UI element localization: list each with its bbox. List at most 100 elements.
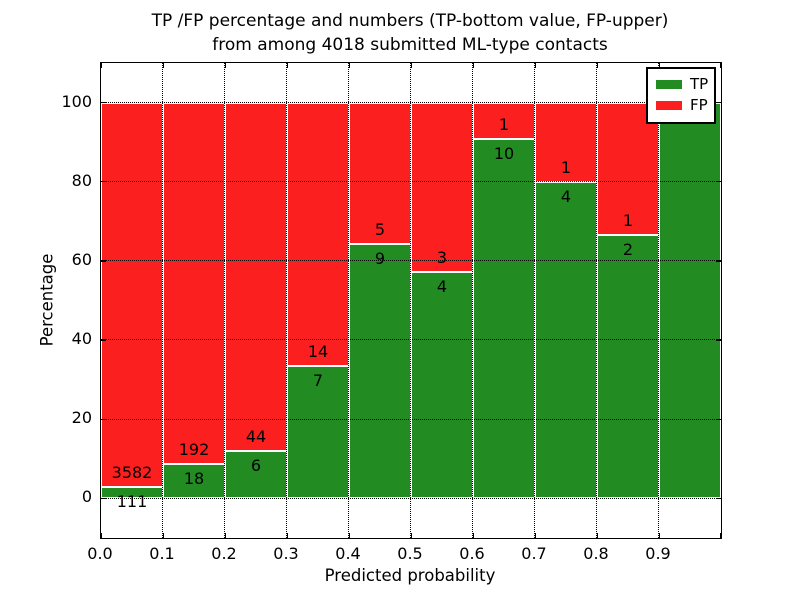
tick-left-100 <box>101 101 106 104</box>
y-tick-label-0: 0 <box>81 487 92 507</box>
y-tick-label-40: 40 <box>71 329 92 349</box>
legend-item-tp: TP <box>648 74 714 95</box>
bar-fp-7 <box>535 102 597 182</box>
x-tick-label-0.3: 0.3 <box>273 544 299 563</box>
x-axis-label: Predicted probability <box>324 566 496 585</box>
plot-area: TP FP 111358218192644714954310141214 <box>100 62 722 539</box>
chart-title-line2: from among 4018 submitted ML-type contac… <box>212 35 608 55</box>
tick-bottom-0 <box>101 533 103 538</box>
tick-left-0 <box>101 497 106 500</box>
bar-tp-9 <box>659 102 721 499</box>
x-tick-label-0.0: 0.0 <box>87 544 113 563</box>
x-tick-label-0.4: 0.4 <box>335 544 361 563</box>
bar-fp-1 <box>163 102 225 465</box>
tick-left-20 <box>101 418 106 420</box>
bar-fp-5 <box>411 102 473 273</box>
bar-fp-8 <box>597 102 659 235</box>
legend-label-tp: TP <box>690 75 709 93</box>
gridline-x-0.9 <box>658 63 660 538</box>
tick-top-6 <box>473 63 475 68</box>
bar-tp-4 <box>349 243 411 499</box>
x-tick-label-0.9: 0.9 <box>645 544 671 563</box>
tick-left-60 <box>101 260 106 262</box>
bar-label-fp-5: 3 <box>436 248 448 268</box>
tick-right-20 <box>716 418 721 420</box>
bar-label-tp-7: 4 <box>560 186 572 206</box>
x-tick-label-0.2: 0.2 <box>211 544 237 563</box>
gridline-x-0.2 <box>224 63 226 538</box>
tick-right-80 <box>716 181 721 183</box>
bar-tp-6 <box>473 138 535 499</box>
gridline-x-0.5 <box>410 63 412 538</box>
tick-bottom-1 <box>163 533 165 538</box>
gridline-x-0.6 <box>472 63 474 538</box>
tick-top-8 <box>597 63 599 68</box>
y-tick-label-60: 60 <box>71 249 92 269</box>
x-tick-label-0.8: 0.8 <box>583 544 609 563</box>
bar-label-fp-6: 1 <box>498 114 510 134</box>
bar-label-fp-3: 14 <box>307 342 329 362</box>
tick-right-60 <box>716 260 721 262</box>
gridline-x-0.1 <box>162 63 164 538</box>
tick-right-100 <box>716 101 721 104</box>
gridline-x-0.4 <box>348 63 350 538</box>
bar-fp-2 <box>225 102 287 451</box>
tick-right-0 <box>716 497 721 500</box>
tick-top-10 <box>719 63 721 68</box>
tick-top-2 <box>225 63 227 68</box>
tick-bottom-6 <box>473 533 475 538</box>
tick-bottom-8 <box>597 533 599 538</box>
bar-label-fp-0: 3582 <box>111 462 153 482</box>
tp-color-swatch <box>656 80 682 89</box>
bar-tp-5 <box>411 272 473 499</box>
bar-label-tp-3: 7 <box>312 371 324 391</box>
legend-label-fp: FP <box>690 96 708 114</box>
bar-label-fp-1: 192 <box>178 440 210 460</box>
fp-color-swatch <box>656 101 682 110</box>
legend: TP FP <box>646 67 716 124</box>
bar-fp-0 <box>101 102 163 487</box>
bar-label-fp-2: 44 <box>245 426 267 446</box>
bar-tp-8 <box>597 234 659 499</box>
tick-bottom-4 <box>349 533 351 538</box>
tick-top-3 <box>287 63 289 68</box>
tick-bottom-2 <box>225 533 227 538</box>
x-tick-label-0.5: 0.5 <box>397 544 423 563</box>
chart-title-line1: TP /FP percentage and numbers (TP-bottom… <box>151 11 669 31</box>
bar-label-fp-8: 1 <box>622 210 634 230</box>
bar-label-tp-5: 4 <box>436 277 448 297</box>
x-tick-label-0.1: 0.1 <box>149 544 175 563</box>
bar-fp-3 <box>287 102 349 367</box>
bar-label-tp-6: 10 <box>493 143 515 163</box>
bar-label-tp-8: 2 <box>622 239 634 259</box>
tick-bottom-9 <box>659 533 661 538</box>
bar-label-tp-2: 6 <box>250 455 262 475</box>
bar-label-tp-1: 18 <box>183 469 205 489</box>
gridline-x-0.8 <box>596 63 598 538</box>
gridline-x-0.7 <box>534 63 536 538</box>
bar-fp-6 <box>473 102 535 139</box>
tick-top-1 <box>163 63 165 68</box>
tick-top-0 <box>101 63 103 68</box>
x-tick-label-0.6: 0.6 <box>459 544 485 563</box>
tick-bottom-3 <box>287 533 289 538</box>
tick-top-9 <box>659 63 661 68</box>
legend-item-fp: FP <box>648 95 714 116</box>
bar-label-fp-7: 1 <box>560 157 572 177</box>
bar-label-tp-4: 9 <box>374 248 386 268</box>
tick-bottom-7 <box>535 533 537 538</box>
bar-label-fp-4: 5 <box>374 219 386 239</box>
x-tick-label-0.7: 0.7 <box>521 544 547 563</box>
bar-label-tp-0: 111 <box>116 491 148 511</box>
tick-top-5 <box>411 63 413 68</box>
gridline-x-0.3 <box>286 63 288 538</box>
tick-bottom-5 <box>411 533 413 538</box>
tick-top-7 <box>535 63 537 68</box>
tick-bottom-10 <box>719 533 721 538</box>
y-tick-label-20: 20 <box>71 408 92 428</box>
chart-title: TP /FP percentage and numbers (TP-bottom… <box>90 9 730 57</box>
tick-right-40 <box>716 339 721 341</box>
tick-top-4 <box>349 63 351 68</box>
tick-left-40 <box>101 339 106 341</box>
